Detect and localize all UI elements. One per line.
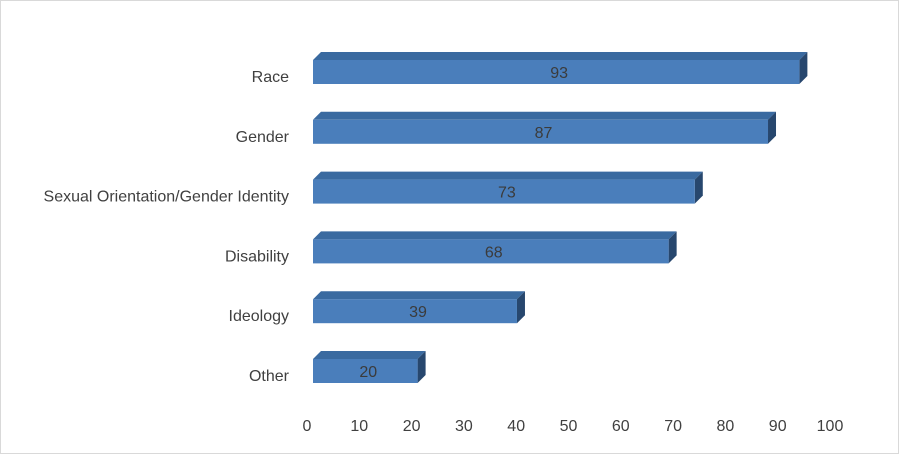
- bar-side-face: [694, 171, 703, 204]
- bar-top-face: [313, 291, 525, 300]
- x-tick-label: 60: [612, 418, 630, 435]
- bar-side-face: [768, 111, 777, 144]
- category-label: Other: [249, 368, 290, 385]
- bar-side-face: [668, 231, 677, 264]
- data-label: 87: [535, 125, 553, 142]
- x-tick-label: 100: [817, 418, 844, 435]
- x-tick-label: 30: [455, 418, 473, 435]
- bar: [313, 119, 769, 144]
- bar-top-face: [313, 171, 703, 180]
- bar-top-face: [313, 231, 677, 240]
- bar: [313, 60, 800, 84]
- category-label: Disability: [225, 248, 289, 265]
- data-label: 39: [409, 304, 427, 321]
- bar-top-face: [313, 351, 426, 359]
- category-label: Ideology: [229, 308, 290, 325]
- x-tick-label: 0: [303, 418, 312, 435]
- category-label: Race: [252, 69, 289, 86]
- x-tick-label: 20: [403, 418, 421, 435]
- bar-side-face: [799, 52, 808, 84]
- data-label: 20: [359, 364, 377, 381]
- category-label: Gender: [236, 129, 290, 146]
- bar: [313, 179, 695, 204]
- x-tick-label: 10: [350, 418, 368, 435]
- bar: [313, 299, 517, 324]
- bar: [313, 239, 669, 264]
- x-tick-label: 40: [507, 418, 525, 435]
- bar-top-face: [313, 111, 777, 120]
- bar-side-face: [516, 291, 525, 324]
- data-label: 93: [550, 65, 568, 82]
- category-label: Sexual Orientation/Gender Identity: [44, 189, 289, 206]
- bar-side-face: [417, 351, 426, 383]
- x-tick-label: 80: [717, 418, 735, 435]
- bar: [313, 359, 418, 383]
- x-tick-label: 90: [769, 418, 787, 435]
- x-tick-label: 70: [664, 418, 682, 435]
- data-label: 68: [485, 244, 503, 261]
- bar-top-face: [313, 52, 808, 60]
- x-tick-label: 50: [560, 418, 578, 435]
- data-label: 73: [498, 185, 516, 202]
